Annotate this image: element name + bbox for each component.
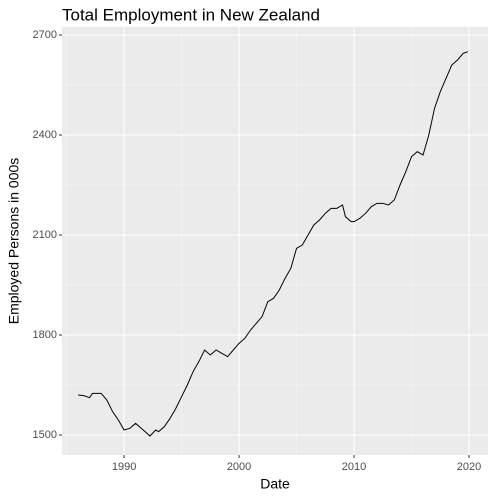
x-axis-title: Date <box>260 476 290 492</box>
y-tick-label: 2400 <box>33 129 57 141</box>
y-tick-label: 2100 <box>33 229 57 241</box>
x-tick-label: 2010 <box>342 461 366 473</box>
x-tick-label: 2020 <box>457 461 481 473</box>
panel <box>62 27 488 455</box>
line <box>78 51 469 437</box>
y-tick-label: 1500 <box>33 429 57 441</box>
x-tick-label: 2000 <box>227 461 251 473</box>
y-tick-label: 2700 <box>33 29 57 41</box>
y-tick-label: 1800 <box>33 329 57 341</box>
chart-title: Total Employment in New Zealand <box>62 5 320 24</box>
x-tick-label: 1990 <box>112 461 136 473</box>
y-axis-title: Employed Persons in 000s <box>6 158 22 325</box>
